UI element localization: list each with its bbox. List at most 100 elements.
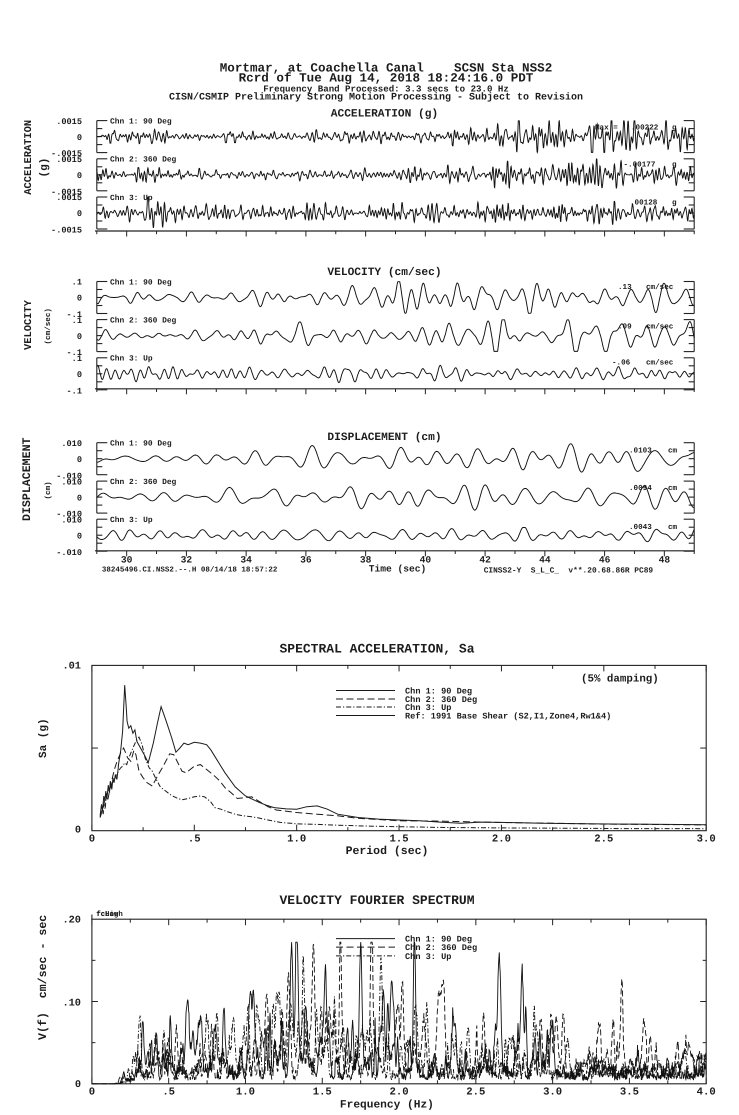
svg-text:36: 36 [300, 554, 312, 565]
svg-text:.5: .5 [162, 1086, 175, 1098]
svg-text:.1: .1 [72, 278, 82, 288]
svg-text:0: 0 [77, 332, 82, 342]
svg-text:-.1: -.1 [67, 310, 82, 320]
svg-text:0: 0 [77, 209, 82, 219]
svg-text:0: 0 [75, 1079, 81, 1091]
svg-text:1.5: 1.5 [390, 833, 409, 845]
svg-text:44: 44 [539, 554, 551, 565]
svg-text:Chn 3: Up: Chn 3: Up [110, 194, 153, 203]
svg-text:1.0: 1.0 [236, 1086, 255, 1098]
svg-text:.1: .1 [72, 316, 82, 326]
svg-text:Sa (g): Sa (g) [38, 718, 50, 758]
svg-text:.01: .01 [62, 661, 81, 673]
svg-text:VELOCITY (cm/sec): VELOCITY (cm/sec) [327, 266, 441, 279]
svg-text:3.5: 3.5 [620, 1086, 639, 1098]
svg-text:Chn 3: Up: Chn 3: Up [405, 952, 451, 962]
svg-text:0: 0 [77, 455, 82, 465]
svg-text:3.0: 3.0 [543, 1086, 562, 1098]
svg-text:.20: .20 [62, 915, 81, 927]
svg-text:Chn 1: 90 Deg: Chn 1: 90 Deg [110, 278, 172, 287]
svg-text:Mortmar, at Coachella Canal: Mortmar, at Coachella Canal SCSN Sta NSS… [220, 62, 553, 76]
svg-text:.010: .010 [61, 477, 82, 487]
svg-text:Chn 1: 90 Deg: Chn 1: 90 Deg [405, 687, 472, 697]
svg-text:Chn 2: 360 Deg: Chn 2: 360 Deg [110, 478, 177, 487]
svg-text:g: g [672, 200, 677, 208]
svg-text:34: 34 [240, 554, 252, 565]
svg-text:VELOCITY: VELOCITY [23, 299, 35, 350]
svg-text:0: 0 [77, 493, 82, 503]
svg-text:-.1: -.1 [67, 348, 82, 358]
svg-text:2.5: 2.5 [594, 833, 613, 845]
svg-text:.0043: .0043 [629, 523, 652, 532]
svg-text:.13: .13 [618, 283, 632, 292]
svg-text:VELOCITY FOURIER SPECTRUM: VELOCITY FOURIER SPECTRUM [279, 893, 474, 908]
svg-text:2.0: 2.0 [492, 833, 511, 845]
svg-text:.010: .010 [61, 515, 82, 525]
svg-text:ACCELERATION (g): ACCELERATION (g) [331, 108, 438, 121]
svg-text:.0103: .0103 [629, 447, 652, 456]
svg-text:0: 0 [77, 133, 82, 143]
svg-text:.0094: .0094 [629, 484, 652, 493]
svg-text:Chn 1: 90 Deg: Chn 1: 90 Deg [405, 935, 472, 945]
svg-text:.09: .09 [618, 323, 632, 332]
svg-text:(5% damping): (5% damping) [581, 674, 659, 686]
svg-text:40: 40 [420, 554, 432, 565]
svg-text:Max =: Max = [595, 125, 618, 133]
svg-text:cm: cm [668, 448, 678, 456]
svg-text:2.0: 2.0 [390, 1086, 409, 1098]
svg-text:0: 0 [77, 171, 82, 181]
svg-text:0: 0 [89, 1086, 95, 1098]
svg-text:Frequency Band Processed: 3.3: Frequency Band Processed: 3.3 secs to 23… [263, 83, 509, 94]
svg-text:1.5: 1.5 [313, 1086, 332, 1098]
svg-text:CINSS2-Y S_L_C_ v**.20.68.86: CINSS2-Y S_L_C_ v**.20.68.86R PC89 [484, 567, 654, 576]
svg-text:(g): (g) [39, 158, 51, 178]
svg-text:fcLow: fcLow [96, 910, 119, 919]
svg-text:cm: cm [668, 485, 678, 493]
svg-text:.0015: .0015 [56, 193, 82, 203]
svg-text:46: 46 [599, 554, 611, 565]
svg-text:42: 42 [479, 554, 491, 565]
svg-text:.0015: .0015 [56, 117, 82, 127]
svg-text:32: 32 [181, 554, 193, 565]
svg-text:0: 0 [75, 825, 81, 837]
svg-text:0: 0 [77, 531, 82, 541]
svg-text:Chn 2: 360 Deg: Chn 2: 360 Deg [405, 695, 477, 705]
svg-text:.5: .5 [188, 833, 201, 845]
svg-text:1.0: 1.0 [287, 833, 306, 845]
svg-text:ACCELERATION: ACCELERATION [23, 120, 35, 195]
svg-text:Frequency (Hz): Frequency (Hz) [340, 1099, 434, 1112]
svg-text:Chn 1: 90 Deg: Chn 1: 90 Deg [110, 440, 172, 449]
svg-text:.10: .10 [62, 998, 81, 1010]
svg-text:cm: cm [668, 524, 678, 532]
svg-text:3.0: 3.0 [697, 833, 716, 845]
svg-text:4.0: 4.0 [697, 1086, 716, 1098]
svg-text:Chn 3: Up: Chn 3: Up [110, 516, 153, 525]
svg-text:-.0015: -.0015 [51, 226, 82, 236]
svg-text:cm/sec: cm/sec [646, 359, 674, 368]
svg-text:0: 0 [77, 370, 82, 380]
svg-text:V(f) cm/sec - sec: V(f) cm/sec - sec [37, 915, 50, 1040]
svg-text:-.010: -.010 [56, 471, 82, 481]
svg-text:(cm): (cm) [44, 481, 53, 499]
svg-text:0: 0 [77, 294, 82, 304]
svg-text:-.0015: -.0015 [51, 187, 82, 197]
svg-text:Chn 2: 360 Deg: Chn 2: 360 Deg [110, 156, 177, 165]
svg-text:Chn 1: 90 Deg: Chn 1: 90 Deg [110, 117, 172, 126]
svg-text:-.00177: -.00177 [624, 161, 656, 170]
svg-text:Chn 3: Up: Chn 3: Up [405, 703, 451, 713]
svg-text:-.06: -.06 [612, 359, 631, 368]
svg-text:Chn 2: 360 Deg: Chn 2: 360 Deg [405, 943, 477, 953]
svg-text:.00222: .00222 [631, 124, 659, 133]
svg-text:SPECTRAL ACCELERATION, Sa: SPECTRAL ACCELERATION, Sa [279, 642, 474, 657]
svg-text:Rcrd of Tue Aug 14, 2018 18:24: Rcrd of Tue Aug 14, 2018 18:24:16.0 PDT [239, 72, 534, 86]
svg-text:38: 38 [360, 554, 372, 565]
svg-text:-.010: -.010 [56, 510, 82, 520]
svg-text:.0015: .0015 [56, 155, 82, 165]
svg-text:.1: .1 [72, 354, 82, 364]
svg-text:Chn 3: Up: Chn 3: Up [110, 355, 153, 364]
svg-text:DISPLACEMENT (cm): DISPLACEMENT (cm) [327, 431, 441, 444]
svg-text:g: g [672, 125, 677, 133]
svg-text:-.0015: -.0015 [51, 149, 82, 159]
svg-text:.00128: .00128 [630, 199, 658, 208]
svg-text:2.5: 2.5 [466, 1086, 485, 1098]
